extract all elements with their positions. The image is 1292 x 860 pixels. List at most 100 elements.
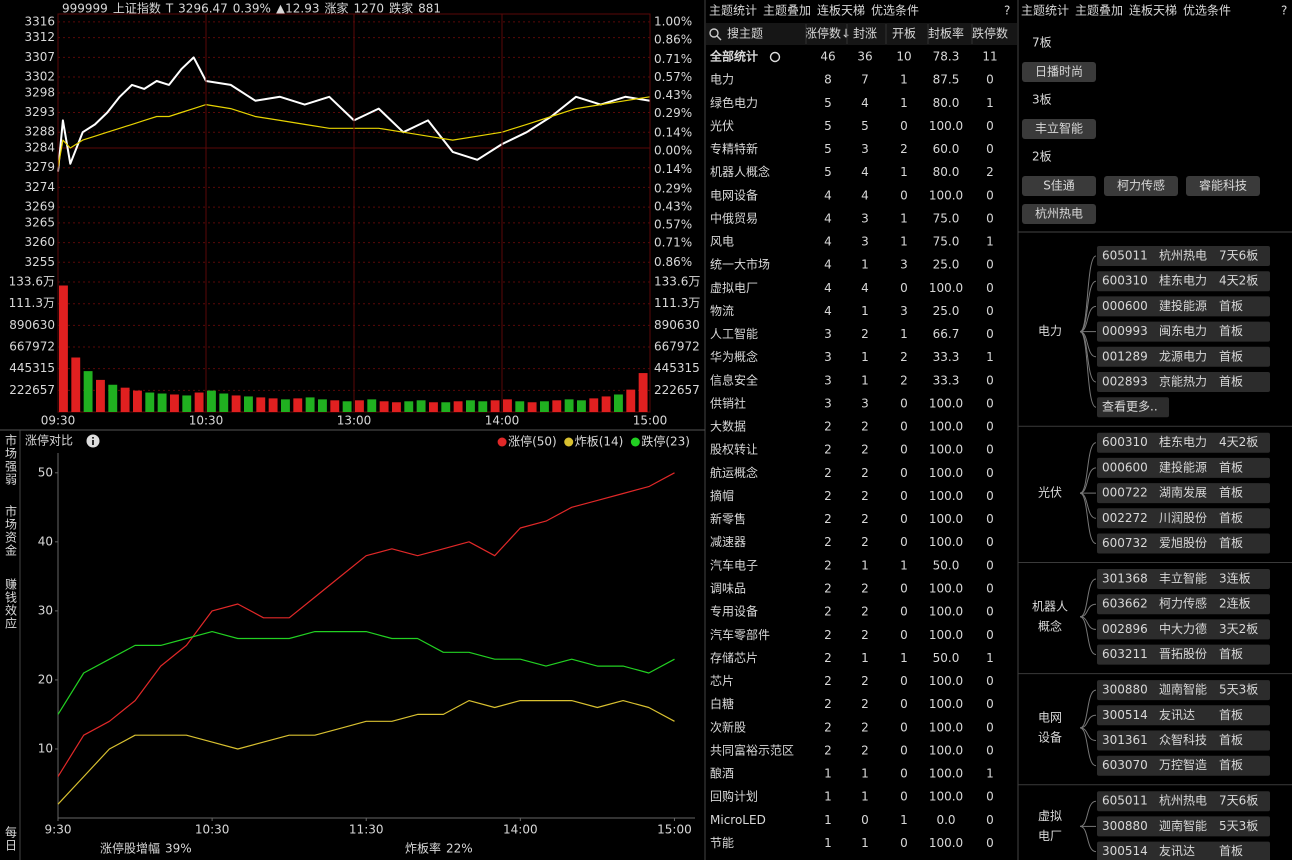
legend-label[interactable]: 炸板(14) — [575, 435, 624, 449]
theme-name[interactable]: 汽车零部件 — [710, 627, 770, 642]
theme-name[interactable]: 虚拟电厂 — [710, 281, 758, 295]
stock-code[interactable]: 300514 — [1102, 708, 1148, 722]
stock-name[interactable]: 川润股份 — [1159, 511, 1207, 525]
theme-name[interactable]: 物流 — [710, 304, 734, 318]
stock-code[interactable]: 002893 — [1102, 375, 1148, 389]
panel-tab[interactable]: 主题叠加 — [763, 4, 811, 18]
stock-code[interactable]: 000600 — [1102, 460, 1148, 474]
ladder-stock[interactable]: 杭州热电 — [1035, 206, 1083, 221]
stock-name[interactable]: 爱旭股份 — [1159, 536, 1207, 550]
sector-name[interactable]: 虚拟 — [1038, 809, 1062, 823]
side-tab[interactable]: 市场资金 — [4, 504, 18, 557]
side-tab[interactable]: 赚钱效应 — [4, 577, 18, 630]
panel-tab[interactable]: 优选条件 — [1183, 4, 1231, 18]
stock-chip[interactable] — [1097, 246, 1270, 266]
theme-name[interactable]: 节能 — [710, 836, 734, 850]
theme-name[interactable]: 大数据 — [710, 419, 746, 434]
theme-name[interactable]: MicroLED — [710, 813, 766, 827]
theme-name[interactable]: 摘帽 — [710, 488, 734, 503]
theme-name[interactable]: 专精特新 — [710, 141, 758, 156]
stock-code[interactable]: 600310 — [1102, 435, 1148, 449]
stock-name[interactable]: 闽东电力 — [1159, 324, 1207, 338]
theme-name[interactable]: 共同富裕示范区 — [710, 742, 794, 757]
stock-name[interactable]: 京能热力 — [1159, 375, 1207, 389]
stock-code[interactable]: 301361 — [1102, 733, 1148, 747]
stock-name[interactable]: 湖南发展 — [1159, 485, 1207, 500]
stock-code[interactable]: 605011 — [1102, 249, 1148, 263]
theme-name[interactable]: 人工智能 — [710, 326, 758, 341]
stock-name[interactable]: 晋拓股份 — [1159, 647, 1207, 661]
more-link[interactable]: 查看更多.. — [1102, 400, 1158, 414]
theme-name[interactable]: 汽车电子 — [710, 557, 758, 572]
stock-chip[interactable] — [1097, 755, 1270, 776]
ladder-stock[interactable]: 日播时尚 — [1035, 65, 1083, 79]
ladder-button[interactable] — [1186, 176, 1260, 196]
sector-name[interactable]: 电厂 — [1038, 829, 1062, 843]
theme-name[interactable]: 减速器 — [710, 535, 746, 549]
sector-name[interactable]: 机器人 — [1032, 599, 1068, 613]
theme-name[interactable]: 酿酒 — [710, 766, 734, 781]
stock-name[interactable]: 友讯达 — [1159, 844, 1195, 858]
stock-name[interactable]: 迦南智能 — [1159, 682, 1207, 697]
ladder-stock[interactable]: 丰立智能 — [1035, 121, 1083, 136]
theme-name[interactable]: 电力 — [710, 73, 734, 87]
stock-code[interactable]: 300880 — [1102, 683, 1148, 697]
theme-name[interactable]: 调味品 — [710, 581, 746, 595]
theme-name[interactable]: 专用设备 — [710, 604, 758, 619]
panel-tab[interactable]: 主题叠加 — [1075, 4, 1123, 18]
stock-name[interactable]: 友讯达 — [1159, 708, 1195, 722]
stock-code[interactable]: 600732 — [1102, 536, 1148, 550]
column-header[interactable]: 涨停数↓ — [805, 26, 851, 41]
stock-code[interactable]: 000722 — [1102, 486, 1148, 500]
sector-name[interactable]: 设备 — [1038, 730, 1062, 744]
theme-name[interactable]: 信息安全 — [710, 372, 758, 387]
sector-name[interactable]: 电网 — [1038, 710, 1062, 724]
side-tab[interactable]: 每日 — [4, 825, 18, 852]
ladder-button[interactable] — [1022, 62, 1096, 82]
stock-code[interactable]: 301368 — [1102, 572, 1148, 586]
stock-chip[interactable] — [1097, 296, 1270, 317]
stock-name[interactable]: 建投能源 — [1159, 459, 1207, 474]
stock-name[interactable]: 中大力德 — [1159, 621, 1207, 636]
side-tab[interactable]: 市场强弱 — [4, 433, 18, 486]
theme-name[interactable]: 白糖 — [710, 696, 734, 711]
stock-chip[interactable] — [1097, 644, 1270, 665]
help-button[interactable]: ? — [1281, 4, 1287, 18]
stock-chip[interactable] — [1097, 841, 1270, 860]
theme-name[interactable]: 芯片 — [710, 674, 734, 688]
stock-chip[interactable] — [1097, 569, 1270, 589]
panel-tab[interactable]: 连板天梯 — [817, 3, 865, 18]
legend-label[interactable]: 涨停(50) — [508, 434, 557, 449]
stock-chip[interactable] — [1097, 730, 1270, 751]
ladder-button[interactable] — [1022, 119, 1096, 139]
sector-name[interactable]: 概念 — [1038, 618, 1062, 633]
theme-name[interactable]: 新零售 — [710, 511, 746, 526]
panel-tab[interactable]: 主题统计 — [709, 4, 757, 18]
ladder-button[interactable] — [1022, 204, 1096, 224]
theme-name[interactable]: 风电 — [710, 235, 734, 249]
stock-name[interactable]: 桂东电力 — [1159, 434, 1207, 449]
sector-name[interactable]: 光伏 — [1038, 486, 1062, 500]
stock-code[interactable]: 603211 — [1102, 647, 1148, 661]
stock-chip[interactable] — [1097, 791, 1270, 812]
theme-name[interactable]: 航运概念 — [710, 465, 758, 480]
column-header[interactable]: 封板率 — [928, 26, 964, 41]
stock-code[interactable]: 600310 — [1102, 274, 1148, 288]
theme-name[interactable]: 电网设备 — [710, 188, 758, 202]
ladder-stock[interactable]: 柯力传感 — [1117, 178, 1165, 193]
ladder-stock[interactable]: 睿能科技 — [1199, 178, 1247, 193]
column-header[interactable]: 封涨 — [853, 26, 877, 41]
stock-chip[interactable] — [1097, 705, 1270, 726]
more-button[interactable] — [1097, 397, 1169, 418]
panel-tab[interactable]: 主题统计 — [1021, 4, 1069, 18]
stock-name[interactable]: 迦南智能 — [1159, 818, 1207, 833]
stock-code[interactable]: 001289 — [1102, 349, 1148, 363]
stock-code[interactable]: 000600 — [1102, 299, 1148, 313]
stock-code[interactable]: 603070 — [1102, 758, 1148, 772]
stock-name[interactable]: 众智科技 — [1159, 732, 1207, 747]
stock-chip[interactable] — [1097, 483, 1270, 504]
stock-code[interactable]: 300514 — [1102, 844, 1148, 858]
stock-name[interactable]: 龙源电力 — [1159, 349, 1207, 363]
theme-name[interactable]: 华为概念 — [710, 349, 758, 364]
stock-code[interactable]: 300880 — [1102, 819, 1148, 833]
